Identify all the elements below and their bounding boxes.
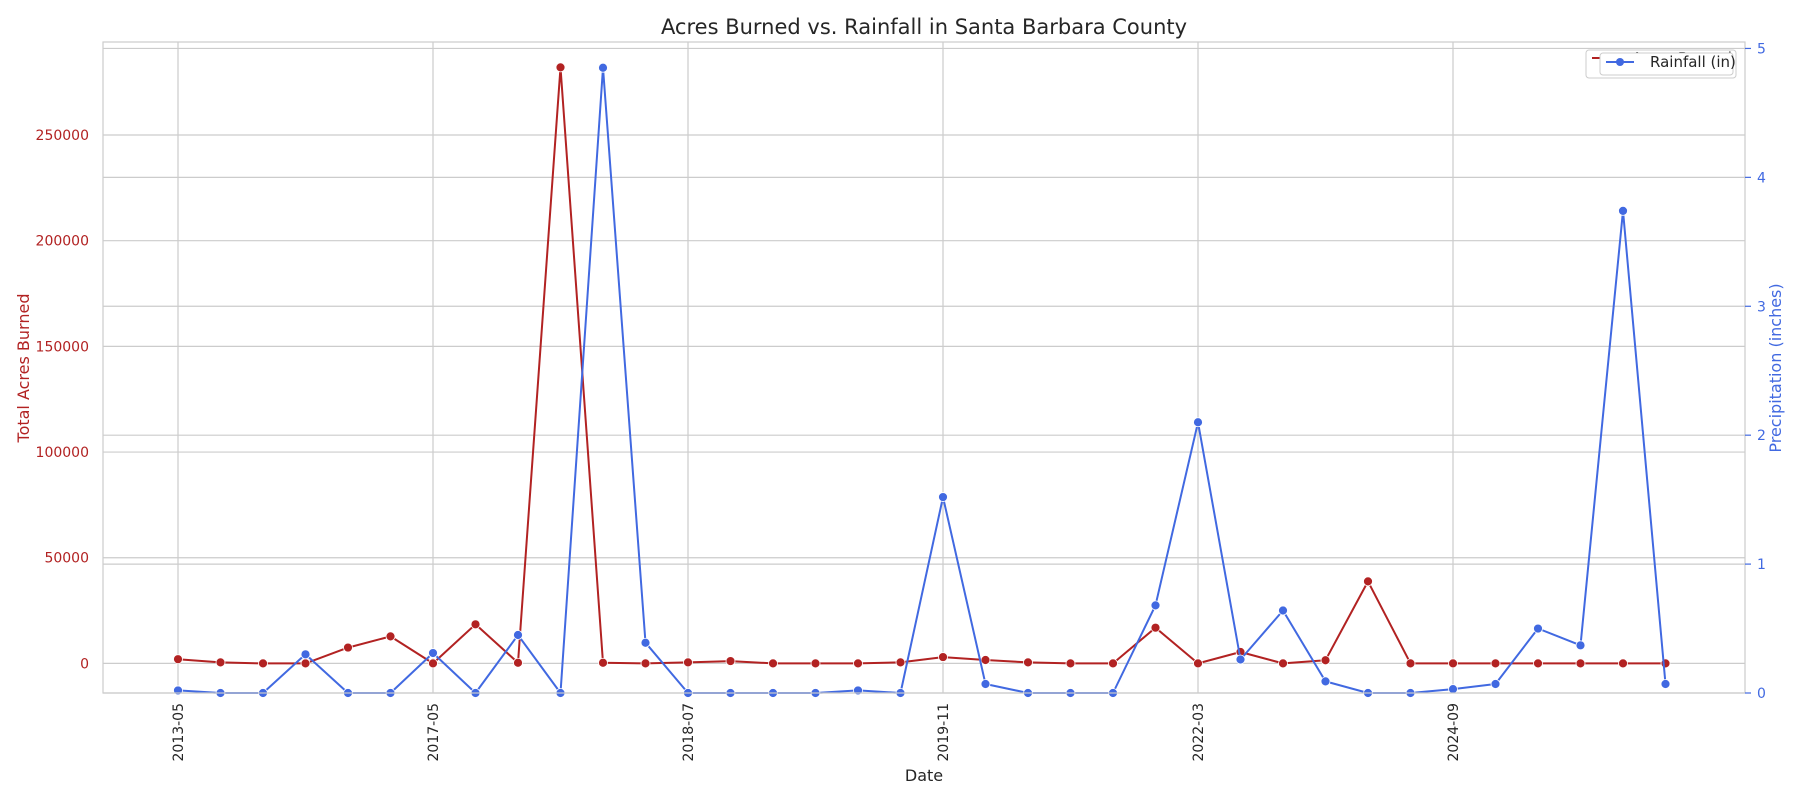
data-point-acres-burned: [343, 642, 353, 653]
y-right-tick-label: 1: [1757, 557, 1766, 573]
data-point-acres-burned: [1660, 658, 1671, 669]
y-right-tick-label: 3: [1757, 299, 1766, 315]
right-axis-ticks: 0 1 2 3 4 5: [1745, 41, 1766, 702]
data-point-acres-burned: [385, 631, 396, 642]
data-point-acres-burned: [1193, 658, 1203, 669]
series-layer: [173, 62, 1671, 698]
data-point-rainfall: [428, 648, 438, 658]
x-tick-label: 2019-11: [936, 703, 952, 762]
legend-entry-rainfall: Rainfall (in): [1606, 53, 1736, 71]
legend-marker-rainfall: [1616, 58, 1624, 66]
data-point-rainfall: [598, 62, 608, 73]
data-point-acres-burned: [1363, 576, 1373, 587]
x-tick-label: 2022-03: [1191, 703, 1207, 762]
y-axis-right-label: Precipitation (inches): [1766, 283, 1785, 452]
y-right-tick-label: 5: [1757, 41, 1766, 57]
data-point-acres-burned: [470, 619, 481, 630]
data-point-rainfall: [1533, 623, 1543, 634]
y-left-tick-label: 100000: [36, 445, 89, 461]
legend-label-rainfall: Rainfall (in): [1650, 53, 1736, 71]
data-point-acres-burned: [1320, 655, 1331, 666]
data-point-acres-burned: [300, 658, 311, 669]
data-point-acres-burned: [1618, 658, 1628, 669]
data-point-acres-burned: [938, 652, 948, 662]
y-left-tick-label: 200000: [36, 234, 89, 250]
x-tick-label: 2013-05: [171, 703, 187, 762]
data-point-acres-burned: [1108, 658, 1118, 669]
data-point-acres-burned: [810, 658, 821, 669]
x-axis-ticks: 2013-05 2017-05 2018-07 2019-11 2022-03 2024-…: [171, 703, 1462, 762]
plot-area-background: [103, 42, 1745, 693]
y-right-tick-label: 2: [1757, 428, 1766, 444]
data-point-acres-burned: [683, 657, 693, 668]
data-point-acres-burned: [640, 658, 651, 669]
data-point-acres-burned: [1405, 658, 1416, 669]
plot-frame: [102, 41, 1746, 694]
left-axis-ticks: 0 50000 100000 150000 200000 250000: [36, 128, 89, 672]
data-point-acres-burned: [895, 657, 906, 668]
y-left-tick-label: 0: [80, 656, 89, 672]
data-point-acres-burned: [1490, 658, 1501, 669]
data-point-acres-burned: [1533, 658, 1543, 669]
data-point-rainfall: [938, 492, 948, 502]
grid: [103, 42, 1745, 694]
data-point-acres-burned: [513, 657, 523, 668]
data-point-acres-burned: [1150, 622, 1161, 633]
data-point-rainfall: [513, 630, 523, 640]
data-point-acres-burned: [258, 658, 268, 669]
data-point-acres-burned: [1065, 658, 1076, 669]
data-point-acres-burned: [1278, 658, 1288, 669]
y-left-tick-label: 150000: [36, 339, 89, 355]
y-axis-left-label: Total Acres Burned: [14, 294, 33, 444]
data-point-acres-burned: [853, 658, 863, 669]
data-point-acres-burned: [1448, 658, 1458, 669]
x-tick-label: 2017-05: [426, 703, 442, 762]
data-point-rainfall: [1320, 676, 1331, 687]
data-point-rainfall: [1150, 600, 1161, 611]
data-point-acres-burned: [428, 658, 438, 669]
data-point-rainfall: [980, 679, 991, 689]
legend-frame-overlay: [1599, 52, 1734, 76]
data-point-acres-burned: [1023, 657, 1033, 668]
data-point-rainfall: [640, 637, 651, 648]
x-tick-label: 2024-09: [1446, 703, 1462, 762]
y-right-tick-label: 4: [1757, 170, 1766, 186]
x-tick-label: 2018-07: [681, 703, 697, 762]
data-point-acres-burned: [598, 657, 608, 668]
data-point-acres-burned: [725, 656, 736, 666]
data-point-rainfall: [1448, 684, 1458, 695]
y-left-tick-label: 250000: [36, 128, 89, 144]
data-point-rainfall: [1490, 679, 1501, 689]
data-point-rainfall: [300, 649, 311, 660]
data-point-acres-burned: [1575, 658, 1586, 669]
data-point-acres-burned: [980, 655, 991, 665]
y-right-tick-label: 0: [1757, 686, 1766, 702]
data-point-acres-burned: [215, 657, 226, 668]
data-point-rainfall: [1193, 417, 1203, 428]
data-point-rainfall: [1278, 605, 1288, 616]
series-line-rainfall: [177, 66, 1667, 694]
data-point-rainfall: [1618, 205, 1628, 216]
chart-title: Acres Burned vs. Rainfall in Santa Barba…: [661, 15, 1187, 39]
data-point-acres-burned: [768, 658, 778, 669]
legend: Acres Burned Rainfall (in): [1585, 49, 1737, 79]
x-axis-label: Date: [905, 766, 943, 785]
data-point-acres-burned: [173, 654, 183, 665]
y-left-tick-label: 50000: [44, 551, 89, 567]
data-point-rainfall: [1575, 640, 1586, 651]
data-point-rainfall: [1660, 679, 1671, 689]
data-point-rainfall: [1235, 654, 1246, 665]
data-point-acres-burned: [555, 62, 566, 73]
